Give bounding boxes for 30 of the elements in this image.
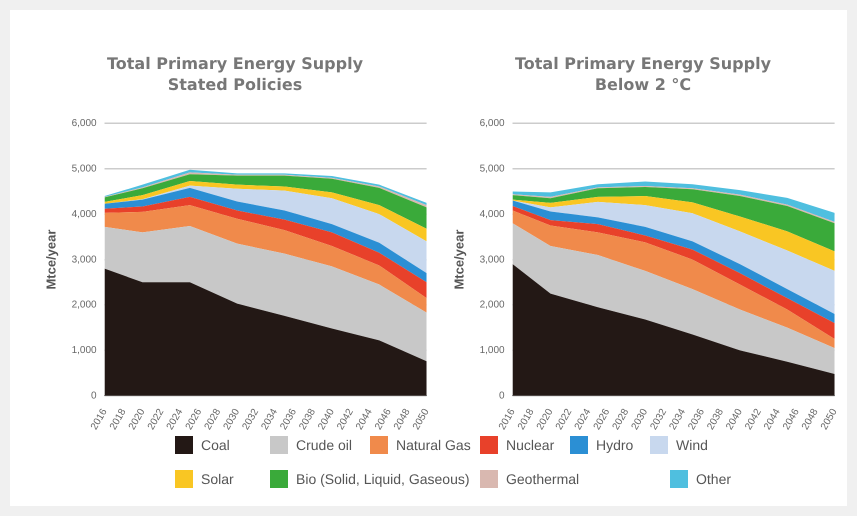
y-tick-label: 4,000 — [72, 208, 98, 220]
y-tick-label: 1,000 — [72, 345, 98, 356]
y-tick-label: 3,000 — [480, 254, 506, 266]
legend-label: Bio (Solid, Liquid, Gaseous) — [296, 471, 470, 487]
legend-label: Other — [696, 471, 732, 487]
chart-title: Total Primary Energy Supply — [107, 54, 364, 73]
legend-label: Coal — [201, 437, 230, 453]
legend-label: Nuclear — [506, 437, 554, 453]
y-tick-label: 5,000 — [72, 164, 98, 175]
legend-label: Wind — [676, 437, 708, 453]
chart-subtitle: Below 2 °C — [594, 74, 692, 94]
y-tick-label: 5,000 — [480, 164, 506, 175]
y-tick-label: 4,000 — [480, 208, 506, 220]
y-tick-label: 3,000 — [72, 254, 98, 266]
chart-title: Total Primary Energy Supply — [515, 54, 772, 73]
legend-label: Natural Gas — [396, 437, 471, 453]
y-axis-title: Mtce/year — [43, 230, 58, 290]
y-tick-label: 2,000 — [72, 300, 98, 311]
legend-label: Geothermal — [506, 471, 580, 487]
y-tick-label: 2,000 — [480, 300, 506, 311]
y-tick-label: 6,000 — [72, 118, 98, 130]
legend-label: Crude oil — [296, 437, 352, 453]
chart-subtitle: Stated Policies — [168, 74, 302, 94]
y-tick-label: 6,000 — [480, 118, 506, 130]
y-tick-label: 0 — [91, 390, 98, 402]
y-tick-label: 0 — [499, 390, 506, 402]
legend-label: Solar — [201, 471, 234, 487]
y-tick-label: 1,000 — [480, 345, 506, 356]
y-axis-title: Mtce/year — [451, 230, 466, 290]
legend-label: Hydro — [596, 437, 634, 453]
